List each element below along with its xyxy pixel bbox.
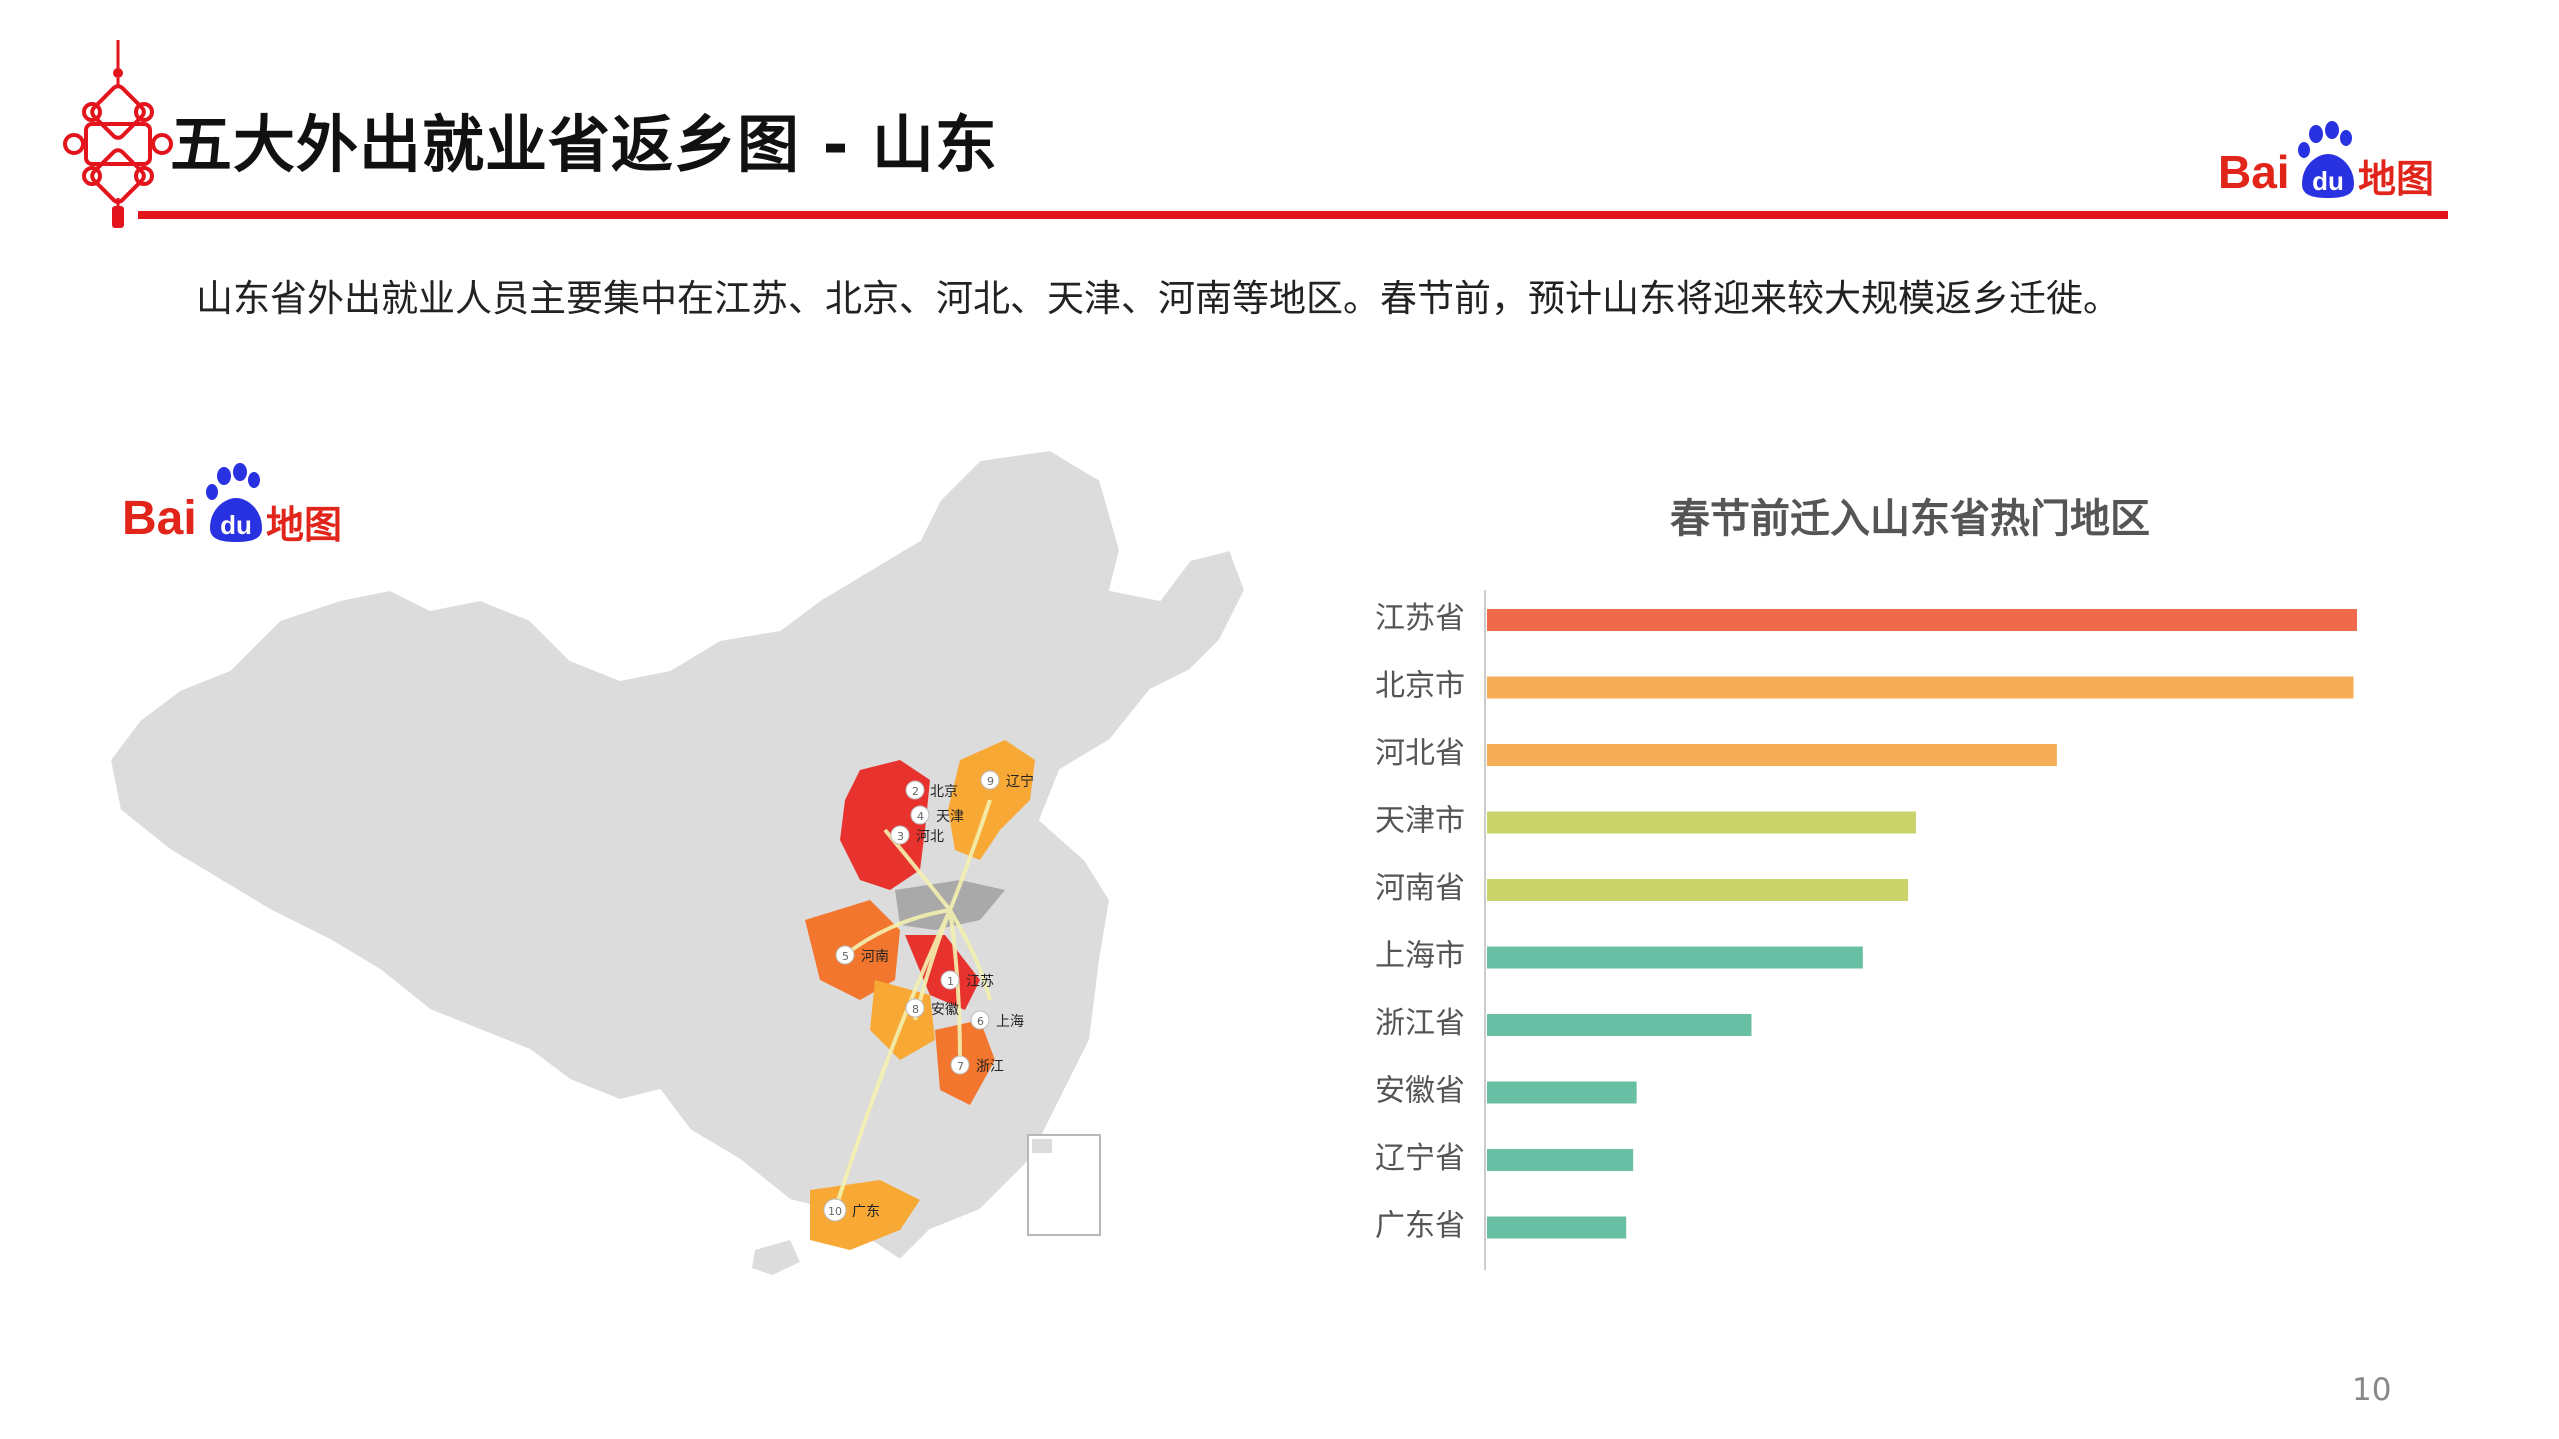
marker-rank: 9 [987,775,994,788]
marker-label: 广东 [852,1204,880,1220]
bar [1487,879,1909,901]
bar-chart: 春节前迁入山东省热门地区 江苏省北京市河北省天津市河南省上海市浙江省安徽省辽宁省… [1320,470,2420,1290]
marker-dot [905,780,925,800]
south-sea-inset [1027,1134,1101,1236]
bar [1487,1149,1634,1171]
marker-label: 上海 [996,1014,1024,1030]
marker-dot [823,1198,847,1222]
logo-text: Bai [2218,146,2290,198]
marker-label: 辽宁 [1006,773,1034,790]
marker-label: 浙江 [976,1059,1004,1075]
marker-rank: 7 [957,1060,964,1073]
bar [1487,1216,1627,1239]
category-label: 天津市 [1375,804,1465,839]
bar [1487,676,2354,699]
category-label: 辽宁省 [1375,1141,1465,1176]
migration-flows [833,799,992,1211]
bar [1487,946,1863,969]
page-number: 10 [2352,1372,2392,1408]
intro-paragraph: 山东省外出就业人员主要集中在江苏、北京、河北、天津、河南等地区。春节前，预计山东… [196,277,2120,320]
category-label: 江苏省 [1375,601,1465,636]
marker-label: 北京 [930,784,958,800]
hainan-shape [752,1240,800,1275]
region-jiangsu [905,935,980,1010]
marker-rank: 8 [912,1003,919,1016]
category-label: 河北省 [1375,736,1465,771]
bar [1487,811,1916,834]
marker-dot [910,805,930,825]
marker-rank: 1 [947,975,954,988]
category-label: 上海市 [1375,939,1465,974]
marker-label: 安徽 [931,1002,959,1018]
marker-rank: 2 [912,785,919,798]
logo-du-text: du [220,510,252,540]
marker-rank: 3 [897,830,904,843]
marker-label: 江苏 [966,974,994,990]
title-divider [138,211,2448,219]
logo-du-text: du [2312,166,2344,196]
baidu-map-logo: Bai du 地图 [2218,120,2448,208]
bar [1487,609,2357,631]
marker-rank: 4 [917,810,924,823]
marker-rank: 5 [842,950,849,963]
logo-suffix-text: 地图 [2358,157,2434,201]
baidu-map-logo-small: Bai du 地图 [120,462,360,554]
marker-dot [970,1010,990,1030]
category-label: 北京市 [1375,669,1465,704]
chart-title: 春节前迁入山东省热门地区 [1670,496,2150,542]
marker-label: 天津 [936,809,964,825]
marker-rank: 6 [977,1015,984,1028]
category-label: 安徽省 [1375,1074,1465,1109]
marker-rank: 10 [828,1205,842,1218]
category-label: 广东省 [1375,1209,1465,1244]
chinese-knot-icon [62,40,182,230]
region-liaoning [948,740,1035,860]
migration-map: 2 北京 4 天津 3 河北 9 辽宁 5 河南 1 江苏 8 安徽 6 上海 [100,440,1250,1340]
marker-dot [950,1055,970,1075]
bar [1487,1014,1752,1036]
logo-text: Bai [122,492,197,545]
page-title: 五大外出就业省返乡图 - 山东 [170,108,998,181]
category-label: 河南省 [1375,871,1465,906]
bar-chart-svg: 春节前迁入山东省热门地区 江苏省北京市河北省天津市河南省上海市浙江省安徽省辽宁省… [1375,496,2357,1270]
marker-label: 河南 [861,949,889,965]
category-label: 浙江省 [1375,1006,1465,1041]
paw-icon: du [206,463,262,542]
bar [1487,1081,1637,1104]
marker-dot [940,970,960,990]
marker-dot [890,825,910,845]
taiwan-shape [962,1130,985,1185]
bar [1487,744,2057,766]
marker-dot [905,998,925,1018]
marker-label: 河北 [916,829,944,845]
marker-dot [835,945,855,965]
logo-suffix-text: 地图 [266,503,342,547]
marker-dot [980,770,1000,790]
paw-icon: du [2298,121,2354,198]
